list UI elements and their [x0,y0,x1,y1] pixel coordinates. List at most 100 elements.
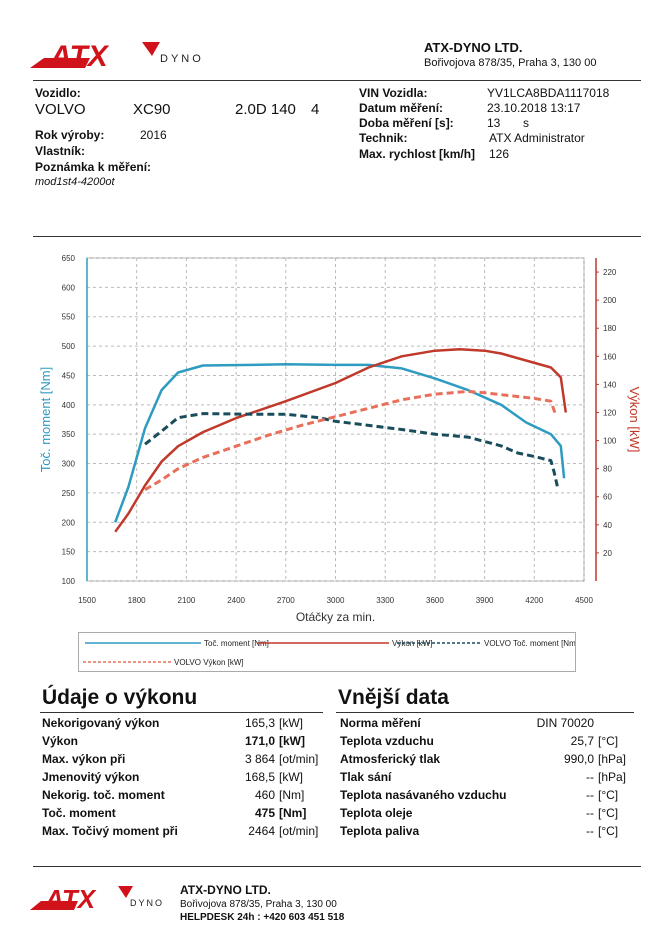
logo-sub: DYNO [160,53,204,65]
y-right-tick-label: 180 [603,324,617,333]
perf-row-label: Nekorigovaný výkon [42,716,160,730]
series-line-0 [114,363,566,523]
footer-address: Bořivojova 878/35, Praha 3, 130 00 [180,899,337,910]
atx-logo: ATX DYNO [30,38,210,73]
x-tick-label: 1800 [128,596,146,605]
company-address: Bořivojova 878/35, Praha 3, 130 00 [424,57,597,69]
ext-row-unit: [°C] [598,806,619,820]
y-right-tick-label: 60 [603,493,612,502]
y-right-tick-label: 120 [603,408,617,417]
legend-label-2: VOLVO Toč. moment [Nm] [484,639,575,648]
tech-value: ATX Administrator [489,131,585,145]
ext-divider [336,712,634,713]
perf-title: Údaje o výkonu [42,686,198,709]
perf-row-label: Nekorig. toč. moment [42,788,165,802]
ext-row-unit: [hPa] [598,752,627,766]
x-tick-label: 3900 [476,596,494,605]
y-right-tick-label: 140 [603,380,617,389]
perf-row-label: Max. výkon při [42,752,126,766]
ext-row-value: -- [586,788,594,802]
y-right-tick-label: 40 [603,521,612,530]
speed-label: Max. rychlost [km/h] [359,147,476,161]
y-left-tick-label: 600 [62,283,76,292]
duration-value: 13 [487,116,501,130]
vehicle-label: Vozidlo: [35,86,81,100]
x-tick-label: 4200 [525,596,543,605]
footer-logo-sub: DYNO [130,898,164,908]
year-value: 2016 [140,128,167,142]
ext-row-label: Teplota paliva [340,824,420,838]
vehicle-engine: 2.0D 140 [235,101,296,118]
speed-value: 126 [489,147,510,161]
ext-row-unit: [°C] [598,734,619,748]
ext-row-value: -- [586,806,594,820]
note-label: Poznámka k měření: [35,160,152,174]
y-left-tick-label: 100 [62,577,76,586]
ext-row-value: 990,0 [563,752,594,766]
x-tick-label: 2100 [178,596,196,605]
y-right-tick-label: 100 [603,437,617,446]
vin-value: YV1LCA8BDA1117018 [487,86,610,100]
chart-legend: Toč. moment [Nm]Výkon [kW]VOLVO Toč. mom… [78,632,578,672]
series-line-1 [114,348,568,533]
tech-label: Technik: [359,131,408,145]
y-right-tick-label: 160 [603,352,617,361]
ext-row-value: -- [586,824,594,838]
footer-company: ATX-DYNO LTD. [180,883,271,897]
y-right-axis-label: Výkon [kW] [627,387,642,453]
x-tick-label: 2400 [227,596,245,605]
series-line-3 [144,389,558,491]
vehicle-variant: 4 [311,101,320,118]
y-right-tick-label: 80 [603,465,612,474]
x-tick-label: 3000 [327,596,345,605]
perf-row-value: 168,5 [244,770,275,784]
legend-label-0: Toč. moment [Nm] [204,639,269,648]
x-tick-label: 1500 [78,596,96,605]
footer-logo: ATX DYNO [30,882,170,914]
chart-top-divider [33,236,641,237]
owner-label: Vlastník: [35,144,86,158]
x-tick-label: 3600 [426,596,444,605]
perf-row-label: Toč. moment [42,806,116,820]
dyno-chart: 100 150 200 250 300 350 400 450 500 550 600 650 20 40… [38,254,642,624]
perf-row-value: 475 [254,806,275,820]
legend-svg: Toč. moment [Nm]Výkon [kW]VOLVO Toč. mom… [83,639,578,667]
y-left-tick-label: 200 [62,518,76,527]
header-divider [33,80,641,81]
perf-divider [40,712,323,713]
footer-logo-text: ATX [44,884,97,914]
date-value: 23.10.2018 13:17 [487,101,581,115]
perf-row-value: 165,3 [244,716,275,730]
y-left-tick-label: 250 [62,489,76,498]
ext-row-label: Teplota oleje [340,806,413,820]
ext-row-unit: [°C] [598,824,619,838]
y-left-tick-label: 650 [62,254,76,263]
y-left-tick-label: 300 [62,460,76,469]
plot-area [86,257,585,582]
y-left-axis-label: Toč. moment [Nm] [38,367,53,472]
duration-label: Doba měření [s]: [359,116,454,130]
perf-row-value: 3 864 [244,752,275,766]
x-tick-label: 4500 [575,596,593,605]
x-tick-label: 2700 [277,596,295,605]
y-right-tick-label: 20 [603,549,612,558]
footer-helpdesk: HELPDESK 24h : +420 603 451 518 [180,912,345,923]
perf-row-unit: [Nm] [279,788,305,802]
legend-label-3: VOLVO Výkon [kW] [174,658,244,667]
y-left-tick-label: 150 [62,548,76,557]
perf-row-unit: [kW] [279,734,305,748]
company-name: ATX-DYNO LTD. [424,40,523,55]
perf-row-value: 2464 [248,824,275,838]
ext-row-label: Norma měření [340,716,421,730]
ext-row-label: Teplota vzduchu [340,734,434,748]
ext-row-label: Atmosferický tlak [340,752,441,766]
vehicle-model: XC90 [133,101,171,118]
logo-text: ATX [49,40,110,72]
ext-row-value: 25,7 [570,734,594,748]
ext-row-label: Teplota nasávaného vzduchu [340,788,507,802]
ext-row-label: Tlak sání [340,770,392,784]
perf-row-unit: [ot/min] [279,752,319,766]
perf-row-unit: [Nm] [279,806,307,820]
perf-row-value: 171,0 [244,734,275,748]
perf-row-label: Výkon [42,734,79,748]
